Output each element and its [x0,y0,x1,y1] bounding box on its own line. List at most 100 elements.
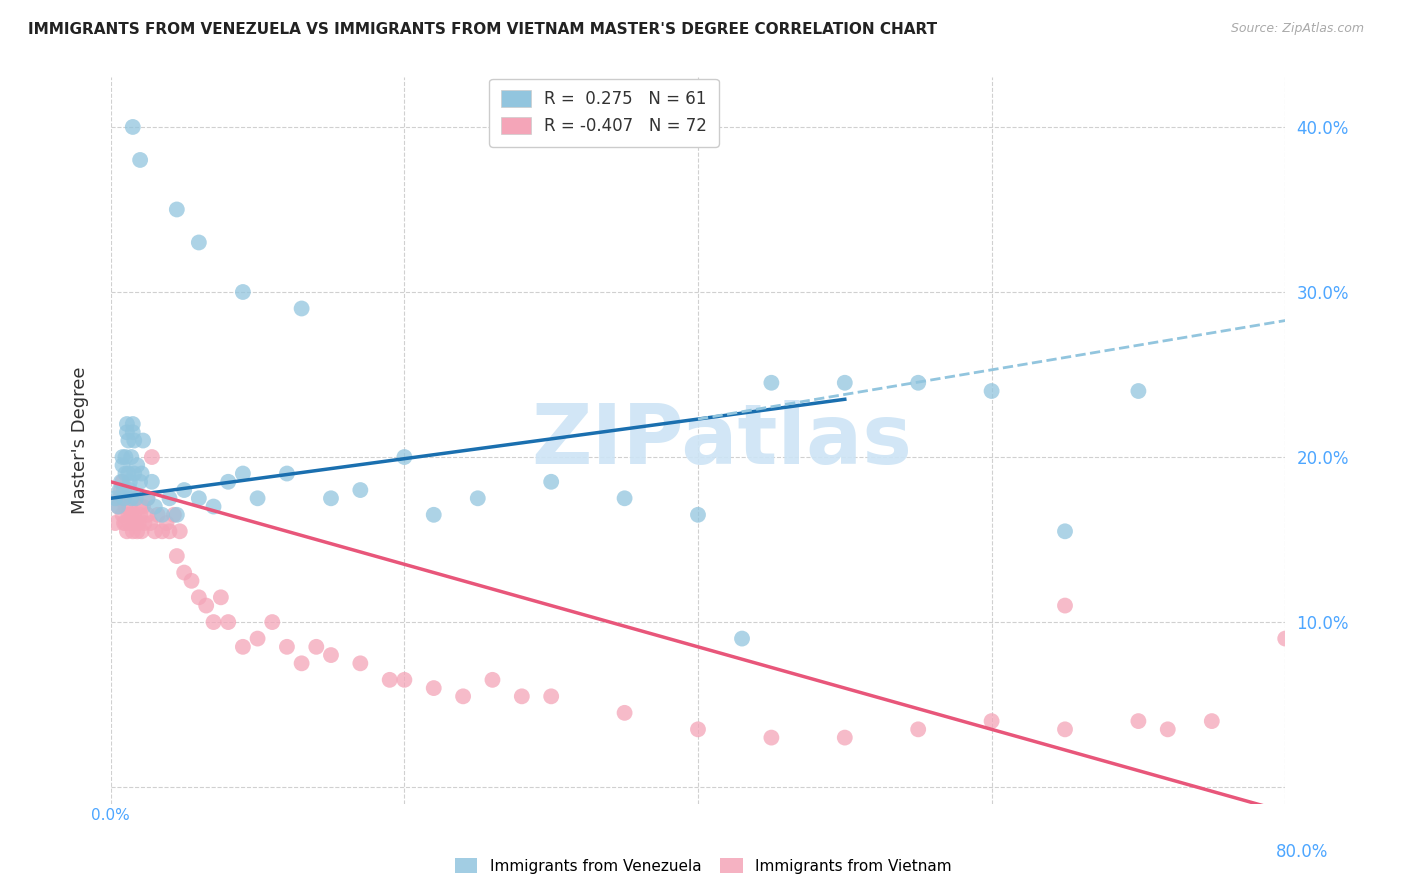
Point [143,500,166,514]
Point [122,467,145,481]
Point [907,376,929,390]
Point [118,475,141,489]
Point [108,491,131,506]
Point [217,615,239,629]
Point [163,508,186,522]
Text: Source: ZipAtlas.com: Source: ZipAtlas.com [1230,22,1364,36]
Point [378,673,401,687]
Point [141,450,163,464]
Point [132,500,155,514]
Point [613,706,636,720]
Point [110,483,132,497]
Point [1128,714,1150,728]
Text: IMMIGRANTS FROM VENEZUELA VS IMMIGRANTS FROM VIETNAM MASTER'S DEGREE CORRELATION: IMMIGRANTS FROM VENEZUELA VS IMMIGRANTS … [28,22,938,37]
Point [108,483,131,497]
Point [115,417,138,431]
Point [195,599,218,613]
Point [510,690,533,704]
Point [111,458,134,473]
Point [121,120,143,134]
Point [150,524,173,539]
Point [129,508,152,522]
Point [291,301,314,316]
Point [117,467,139,481]
Point [111,508,134,522]
Point [834,376,856,390]
Point [125,491,148,506]
Point [540,690,562,704]
Point [166,202,188,217]
Point [187,235,209,250]
Point [166,549,188,563]
Point [202,500,225,514]
Point [1053,524,1076,539]
Point [139,516,162,530]
Point [136,491,159,506]
Point [422,508,444,522]
Point [481,673,503,687]
Point [120,450,142,464]
Point [121,425,143,440]
Point [129,153,152,167]
Point [761,376,783,390]
Point [232,467,254,481]
Point [202,615,225,629]
Point [1053,723,1076,737]
Point [107,500,129,514]
Point [1157,723,1180,737]
Point [159,524,181,539]
Point [118,500,141,514]
Point [232,640,254,654]
Point [173,483,195,497]
Point [112,516,135,530]
Point [112,491,135,506]
Point [132,434,155,448]
Point [150,508,173,522]
Point [187,591,209,605]
Y-axis label: Master's Degree: Master's Degree [72,367,89,515]
Point [129,475,152,489]
Point [146,508,169,522]
Point [118,483,141,497]
Legend: Immigrants from Venezuela, Immigrants from Vietnam: Immigrants from Venezuela, Immigrants fr… [449,852,957,880]
Point [114,450,136,464]
Point [613,491,636,506]
Text: 80.0%: 80.0% [1277,843,1329,861]
Point [169,524,191,539]
Point [246,632,269,646]
Point [104,491,127,506]
Point [262,615,284,629]
Point [121,524,143,539]
Point [291,657,314,671]
Point [907,723,929,737]
Point [246,491,269,506]
Point [187,491,209,506]
Point [686,723,709,737]
Point [141,475,163,489]
Point [217,475,239,489]
Point [136,508,159,522]
Point [305,640,328,654]
Point [127,458,149,473]
Point [180,574,202,588]
Point [131,524,153,539]
Point [319,648,342,662]
Point [111,450,134,464]
Point [114,516,136,530]
Point [114,500,136,514]
Point [761,731,783,745]
Point [1201,714,1223,728]
Point [114,467,136,481]
Text: ZIPatlas: ZIPatlas [531,400,912,481]
Point [834,731,856,745]
Point [276,467,298,481]
Point [394,673,416,687]
Point [121,491,143,506]
Point [159,491,181,506]
Point [394,450,416,464]
Point [1274,632,1296,646]
Point [125,516,148,530]
Point [128,516,150,530]
Point [127,524,149,539]
Point [1053,599,1076,613]
